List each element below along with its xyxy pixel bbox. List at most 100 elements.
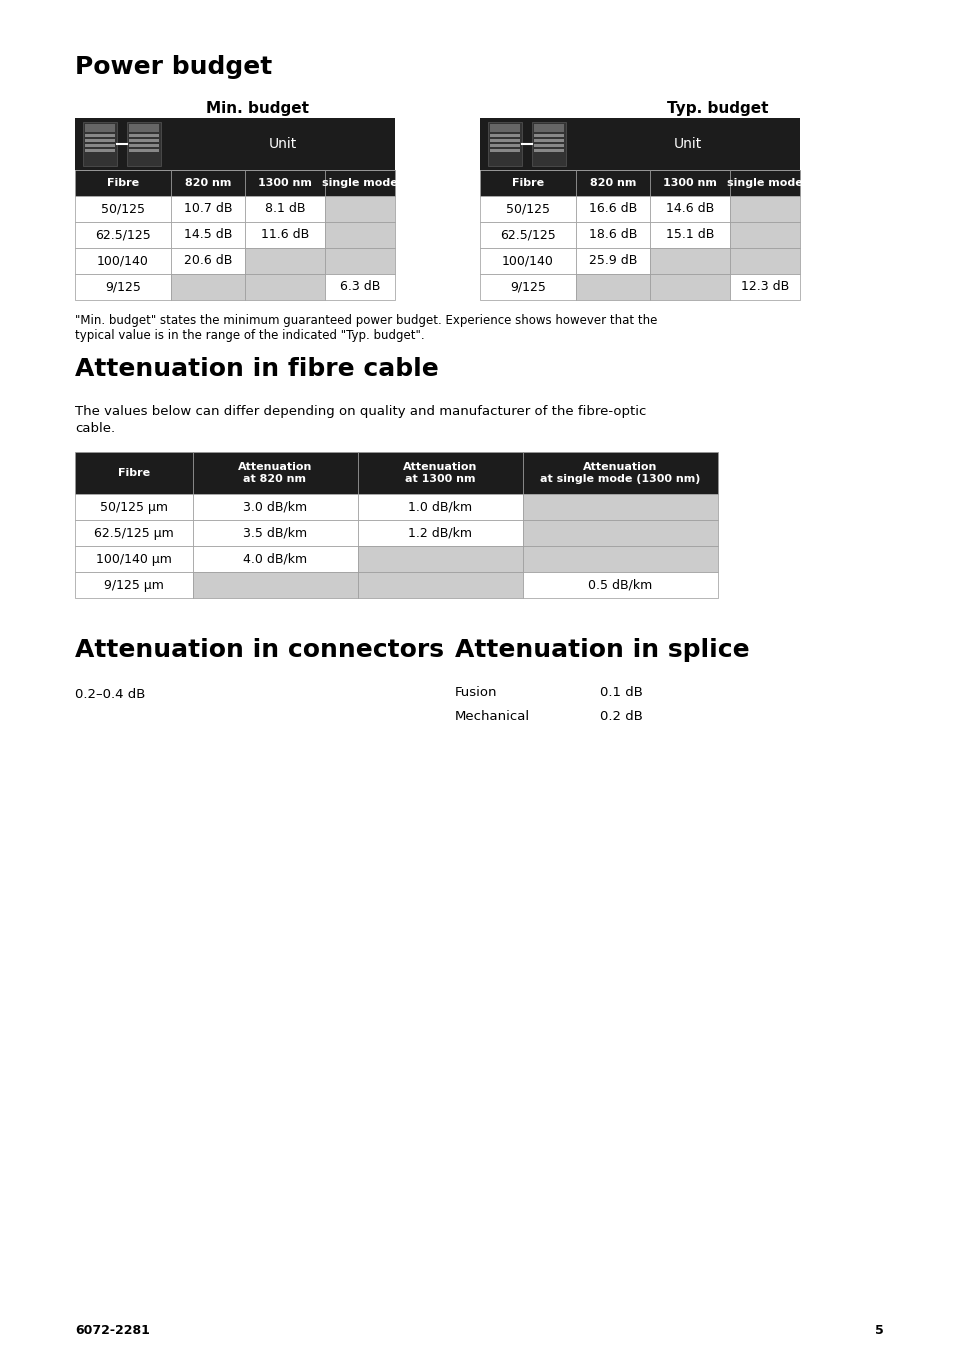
Bar bbox=[129, 124, 159, 132]
Text: 1.0 dB/km: 1.0 dB/km bbox=[408, 500, 472, 513]
Bar bbox=[75, 118, 395, 170]
Text: Typ. budget: Typ. budget bbox=[666, 100, 768, 115]
Bar bbox=[534, 134, 563, 136]
Text: "Min. budget" states the minimum guaranteed power budget. Experience shows howev: "Min. budget" states the minimum guarant… bbox=[75, 313, 657, 327]
Bar bbox=[534, 145, 563, 147]
Text: 1300 nm: 1300 nm bbox=[258, 178, 312, 188]
Text: single mode: single mode bbox=[726, 178, 802, 188]
Bar bbox=[729, 196, 800, 222]
Text: 12.3 dB: 12.3 dB bbox=[740, 281, 788, 293]
Text: 50/125 μm: 50/125 μm bbox=[100, 500, 168, 513]
Bar bbox=[325, 274, 395, 300]
Text: 0.2–0.4 dB: 0.2–0.4 dB bbox=[75, 688, 145, 701]
Text: Min. budget: Min. budget bbox=[206, 100, 309, 115]
Bar bbox=[325, 222, 395, 249]
Text: 15.1 dB: 15.1 dB bbox=[665, 228, 714, 242]
Bar bbox=[729, 249, 800, 274]
Text: 3.0 dB/km: 3.0 dB/km bbox=[243, 500, 307, 513]
Bar bbox=[75, 494, 193, 520]
Bar bbox=[522, 520, 718, 546]
Bar bbox=[245, 274, 325, 300]
Bar bbox=[576, 249, 649, 274]
Text: Attenuation
at 820 nm: Attenuation at 820 nm bbox=[237, 462, 312, 484]
Text: Power budget: Power budget bbox=[75, 55, 272, 78]
Bar bbox=[75, 249, 171, 274]
Bar bbox=[75, 170, 171, 196]
Bar bbox=[171, 196, 245, 222]
Bar bbox=[490, 145, 519, 147]
Bar bbox=[649, 196, 729, 222]
Text: Fusion: Fusion bbox=[455, 686, 497, 698]
Text: 1.2 dB/km: 1.2 dB/km bbox=[408, 527, 472, 539]
Bar bbox=[479, 118, 800, 170]
Text: single mode: single mode bbox=[322, 178, 397, 188]
Bar bbox=[534, 124, 563, 132]
Bar bbox=[522, 494, 718, 520]
Bar bbox=[576, 196, 649, 222]
Text: Attenuation in connectors: Attenuation in connectors bbox=[75, 638, 443, 662]
Text: 10.7 dB: 10.7 dB bbox=[184, 203, 232, 216]
Bar bbox=[357, 546, 522, 571]
Text: 62.5/125: 62.5/125 bbox=[95, 228, 151, 242]
Bar bbox=[479, 222, 576, 249]
Bar bbox=[325, 170, 395, 196]
Text: 100/140 μm: 100/140 μm bbox=[96, 553, 172, 566]
Bar bbox=[129, 145, 159, 147]
Text: Unit: Unit bbox=[673, 136, 701, 151]
Text: 16.6 dB: 16.6 dB bbox=[588, 203, 637, 216]
Bar bbox=[357, 520, 522, 546]
Bar bbox=[649, 222, 729, 249]
Text: Attenuation in fibre cable: Attenuation in fibre cable bbox=[75, 357, 438, 381]
Text: 9/125: 9/125 bbox=[510, 281, 545, 293]
Text: 820 nm: 820 nm bbox=[589, 178, 636, 188]
Text: Unit: Unit bbox=[269, 136, 296, 151]
Bar bbox=[171, 249, 245, 274]
Bar bbox=[357, 453, 522, 494]
Bar bbox=[522, 453, 718, 494]
Text: 0.5 dB/km: 0.5 dB/km bbox=[587, 578, 652, 592]
Bar bbox=[129, 134, 159, 136]
Bar bbox=[193, 520, 357, 546]
Text: Fibre: Fibre bbox=[118, 467, 150, 478]
Bar bbox=[245, 222, 325, 249]
Text: 14.6 dB: 14.6 dB bbox=[665, 203, 714, 216]
Bar bbox=[245, 196, 325, 222]
Bar bbox=[75, 520, 193, 546]
Bar bbox=[85, 139, 115, 142]
Bar bbox=[75, 571, 193, 598]
Bar bbox=[479, 196, 576, 222]
Bar bbox=[171, 274, 245, 300]
Text: 50/125: 50/125 bbox=[101, 203, 145, 216]
Bar bbox=[649, 170, 729, 196]
Text: 9/125: 9/125 bbox=[105, 281, 141, 293]
Text: 100/140: 100/140 bbox=[501, 254, 554, 267]
Bar bbox=[729, 222, 800, 249]
Bar bbox=[129, 139, 159, 142]
Text: 1300 nm: 1300 nm bbox=[662, 178, 717, 188]
Text: 50/125: 50/125 bbox=[505, 203, 550, 216]
Bar bbox=[83, 122, 117, 166]
Bar bbox=[534, 139, 563, 142]
Bar bbox=[490, 124, 519, 132]
Bar bbox=[649, 274, 729, 300]
Text: 0.1 dB: 0.1 dB bbox=[599, 686, 642, 698]
Text: 62.5/125 μm: 62.5/125 μm bbox=[94, 527, 173, 539]
Bar bbox=[193, 494, 357, 520]
Text: 5: 5 bbox=[874, 1324, 882, 1336]
Bar bbox=[532, 122, 565, 166]
Bar bbox=[357, 494, 522, 520]
Bar bbox=[245, 170, 325, 196]
Bar bbox=[576, 274, 649, 300]
Text: 11.6 dB: 11.6 dB bbox=[260, 228, 309, 242]
Text: 6072-2281: 6072-2281 bbox=[75, 1324, 150, 1336]
Bar bbox=[576, 222, 649, 249]
Text: Mechanical: Mechanical bbox=[455, 711, 530, 723]
Text: Fibre: Fibre bbox=[107, 178, 139, 188]
Bar bbox=[325, 196, 395, 222]
Bar bbox=[193, 571, 357, 598]
Text: 820 nm: 820 nm bbox=[185, 178, 231, 188]
Bar bbox=[75, 222, 171, 249]
Bar bbox=[171, 170, 245, 196]
Bar bbox=[490, 134, 519, 136]
Text: Attenuation
at single mode (1300 nm): Attenuation at single mode (1300 nm) bbox=[539, 462, 700, 484]
